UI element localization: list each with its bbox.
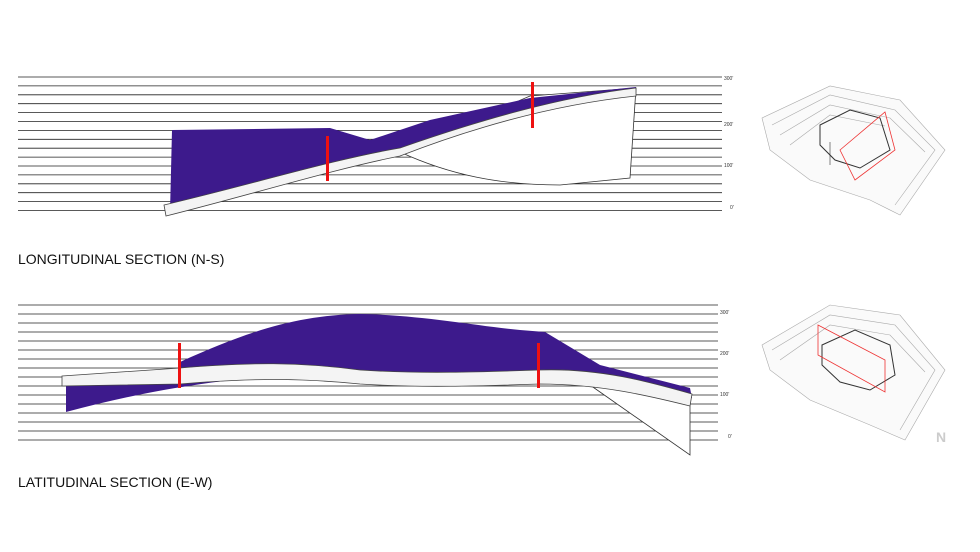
building-mass [66, 314, 692, 412]
section-marker [326, 136, 329, 181]
level-label: 200' [720, 351, 729, 357]
section-marker [537, 343, 540, 388]
terrain-slab [61, 363, 693, 407]
north-arrow: N [936, 429, 946, 445]
section-marker [178, 343, 181, 388]
level-label: 300' [724, 76, 733, 82]
section-title: LONGITUDINAL SECTION (N-S) [18, 251, 224, 267]
level-label: 300' [720, 310, 729, 316]
level-label: 200' [724, 122, 733, 128]
section-title: LATITUDINAL SECTION (E-W) [18, 474, 212, 490]
level-label: 0' [728, 434, 732, 440]
level-label: 100' [724, 163, 733, 169]
section-marker [531, 82, 534, 128]
terrain-slab [163, 87, 637, 217]
ground-fill [399, 87, 637, 186]
level-label: 0' [730, 205, 734, 211]
level-label: 100' [720, 392, 729, 398]
site-thumbnail [761, 85, 946, 216]
section-grid [18, 76, 722, 211]
site-thumbnail [761, 304, 946, 441]
